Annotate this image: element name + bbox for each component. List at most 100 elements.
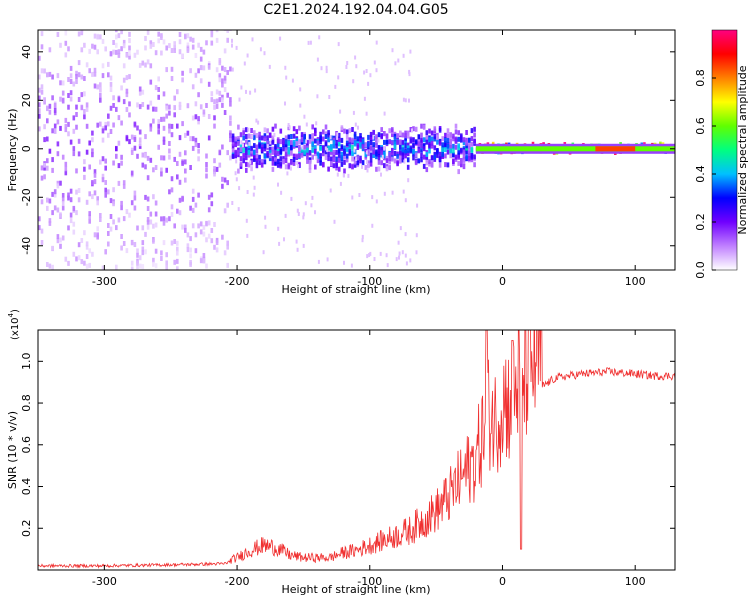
heatmap-cell <box>356 143 360 149</box>
heatmap-cell <box>101 63 105 69</box>
heatmap-cell <box>462 159 466 165</box>
heatmap-cell <box>101 73 105 79</box>
heatmap-cell <box>333 219 336 224</box>
heatmap-cell <box>218 162 222 168</box>
heatmap-cell <box>226 37 229 43</box>
heatmap-cell <box>249 160 252 165</box>
heatmap-cell <box>237 207 240 212</box>
heatmap-cell <box>271 126 275 132</box>
heatmap-cell <box>149 219 153 225</box>
heatmap-cell <box>327 156 330 162</box>
heatmap-cell <box>178 105 182 110</box>
heatmap-cell <box>470 136 474 142</box>
heatmap-cell <box>133 121 137 127</box>
heatmap-cell <box>184 159 187 165</box>
heatmap-cell <box>213 99 216 105</box>
heatmap-cell <box>457 160 460 166</box>
heatmap-band <box>595 146 636 152</box>
heatmap-cell <box>260 159 264 165</box>
heatmap-cell <box>407 178 410 183</box>
heatmap-cell <box>104 165 107 171</box>
heatmap-cell <box>251 37 254 42</box>
y-tick-label: 0.2 <box>20 520 33 538</box>
heatmap-cell <box>138 104 142 110</box>
heatmap-cell <box>414 152 418 158</box>
heatmap-cell <box>149 79 153 85</box>
heatmap-cell <box>297 212 300 216</box>
heatmap-cell <box>242 152 245 158</box>
heatmap-cell <box>237 168 240 174</box>
heatmap-cell <box>263 146 267 152</box>
heatmap-cell <box>107 121 110 127</box>
heatmap-cell <box>446 162 450 168</box>
heatmap-cell <box>48 109 52 115</box>
heatmap-cell <box>91 148 94 154</box>
heatmap-cell <box>231 143 235 149</box>
heatmap-cell <box>88 262 91 268</box>
heatmap-cell <box>202 49 206 55</box>
heatmap-cell <box>184 227 187 233</box>
heatmap-cell <box>160 171 163 177</box>
heatmap-cell <box>48 218 52 224</box>
heatmap-cell <box>348 150 352 156</box>
heatmap-cell <box>308 168 312 173</box>
heatmap-cell <box>136 153 139 159</box>
heatmap-cell <box>59 237 62 243</box>
heatmap-cell <box>83 76 86 81</box>
heatmap-cell <box>318 35 321 40</box>
heatmap-cell <box>438 156 442 162</box>
heatmap-cell <box>191 84 195 90</box>
heatmap-cell <box>218 90 222 96</box>
heatmap-cell <box>205 167 208 173</box>
heatmap-cell <box>168 43 171 49</box>
heatmap-cell <box>396 153 399 159</box>
heatmap-cell <box>373 60 376 65</box>
heatmap-cell <box>189 205 192 211</box>
heatmap-cell <box>307 40 310 45</box>
heatmap-cell <box>168 148 171 154</box>
heatmap-cell <box>191 44 195 50</box>
heatmap-cell <box>302 212 305 217</box>
heatmap-cell <box>414 126 418 132</box>
spectrogram-y-ticks: -40 -20 0 20 40 <box>20 45 675 255</box>
heatmap-cell <box>335 143 338 149</box>
colorbar-gradient <box>712 30 737 270</box>
heatmap-cell <box>296 208 299 213</box>
heatmap-cell <box>107 231 110 236</box>
heatmap-cell <box>414 139 418 145</box>
heatmap-cell <box>369 136 373 142</box>
heatmap-cell <box>152 42 155 47</box>
heatmap-cell <box>215 30 219 33</box>
heatmap-cell <box>85 106 89 112</box>
heatmap-cell <box>181 224 184 230</box>
heatmap-cell <box>359 137 362 143</box>
heatmap-cell <box>69 79 73 84</box>
heatmap-cell <box>391 140 394 146</box>
heatmap-cell <box>157 87 160 92</box>
heatmap-cell <box>191 136 195 142</box>
heatmap-cell <box>295 137 299 143</box>
heatmap-cell <box>409 49 412 54</box>
heatmap-cell <box>444 162 447 168</box>
heatmap-cell <box>250 128 253 133</box>
heatmap-cell <box>189 68 192 74</box>
colorbar-tick-label: 0.8 <box>694 69 707 87</box>
heatmap-cell <box>96 200 99 206</box>
heatmap-cell <box>335 149 338 155</box>
heatmap-cell <box>303 114 306 119</box>
heatmap-cell <box>279 36 282 41</box>
heatmap-cell <box>383 146 386 151</box>
heatmap-cell <box>115 153 118 159</box>
heatmap-cell <box>194 248 198 254</box>
heatmap-cell <box>353 162 357 168</box>
heatmap-cell <box>324 124 328 130</box>
heatmap-cell <box>239 132 243 138</box>
heatmap-cell <box>367 147 370 153</box>
heatmap-cell <box>64 117 68 123</box>
heatmap-cell <box>420 143 423 149</box>
heatmap-cell <box>226 92 229 98</box>
heatmap-cell <box>235 45 238 50</box>
heatmap-cell <box>290 134 293 139</box>
heatmap-cell <box>260 162 264 168</box>
heatmap-cell <box>380 134 383 140</box>
